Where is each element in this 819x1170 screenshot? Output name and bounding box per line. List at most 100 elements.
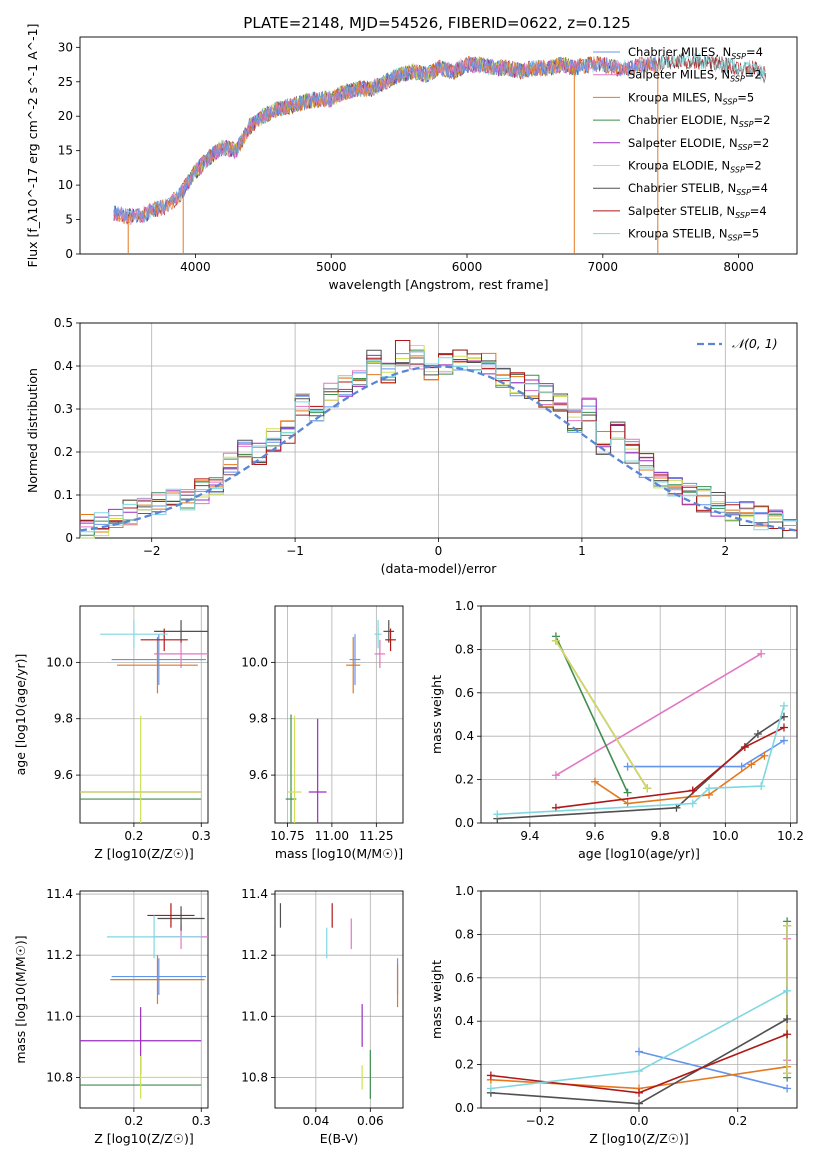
y-tick-label: 0.5	[54, 316, 73, 330]
weight-marker	[486, 1084, 495, 1093]
y-tick-label: 0.6	[455, 971, 474, 985]
axes-frame	[274, 605, 404, 824]
weight-marker	[779, 736, 788, 745]
y-tick-label: 30	[58, 40, 73, 54]
y-tick-label: 0.8	[455, 642, 474, 656]
weight-line	[555, 636, 629, 793]
age-vs-z-panel: 0.2 0.3 9.6 9.8 10.0 Z [log10(Z/Z☉)] age [log1…	[13, 605, 211, 861]
legend-label: Chabrier MILES, NSSP=4	[628, 45, 763, 61]
legend-label: Chabrier ELODIE, NSSP=2	[628, 113, 770, 129]
weight-marker	[757, 782, 766, 791]
axes-frame	[274, 890, 404, 1109]
weight-marker	[783, 921, 792, 930]
x-tick-label: 5000	[316, 260, 347, 274]
axes-frame	[79, 36, 798, 255]
weight-marker	[740, 743, 749, 752]
weight-marker	[783, 1030, 792, 1039]
x-axis-label: Z [log10(Z/Z☉)]	[94, 1131, 194, 1146]
weight-marker	[753, 730, 762, 739]
x-tick-label: 1	[578, 544, 586, 558]
legend-label: Kroupa ELODIE, NSSP=2	[628, 159, 762, 175]
y-tick-label: 9.6	[249, 768, 268, 782]
x-tick-label: 0.04	[302, 1114, 329, 1128]
y-tick-label: 0.3	[54, 402, 73, 416]
axes-frame	[480, 605, 798, 824]
x-tick-label: −1	[286, 544, 304, 558]
y-axis-label: mass weight	[429, 960, 444, 1039]
y-tick-label: 0	[65, 531, 73, 545]
y-tick-label: 5	[65, 213, 73, 227]
gaussian-legend-label: 𝒩(0, 1)	[732, 336, 778, 351]
x-tick-label: 6000	[452, 260, 483, 274]
axes-frame	[79, 322, 798, 539]
weight-marker	[486, 1071, 495, 1080]
y-tick-label: 0.0	[455, 816, 474, 830]
mass-vs-ebv-points	[279, 903, 399, 1099]
y-axis-label: Flux [f_λ10^-17 erg cm^-2 s^-1 A^-1]	[25, 24, 40, 268]
y-tick-label: 0.2	[54, 445, 73, 459]
y-tick-label: 10.8	[46, 1070, 73, 1084]
weight-marker	[591, 777, 600, 786]
spectrum-line-kroupa-elodie	[182, 56, 575, 196]
axes-frame	[79, 890, 209, 1109]
y-tick-label: 10.0	[241, 655, 268, 669]
x-tick-label: 0	[435, 544, 443, 558]
legend-label: Salpeter ELODIE, NSSP=2	[628, 136, 769, 152]
weight-marker	[551, 636, 560, 645]
y-tick-label: 0.2	[455, 773, 474, 787]
residual-histograms	[79, 340, 798, 539]
x-axis-label: wavelength [Angstrom, rest frame]	[328, 277, 548, 292]
x-tick-label: 9.4	[520, 829, 539, 843]
x-tick-label: 0.2	[728, 1114, 747, 1128]
y-tick-label: 9.8	[54, 712, 73, 726]
spectrum-line-chabrier-miles	[113, 56, 657, 224]
x-tick-label: 8000	[723, 260, 754, 274]
weight-marker	[688, 799, 697, 808]
x-tick-label: 10.2	[777, 829, 804, 843]
weight-marker	[783, 1069, 792, 1078]
x-tick-label: 9.8	[651, 829, 670, 843]
spectrum-legend: Chabrier MILES, NSSP=4 Salpeter MILES, NS…	[593, 45, 770, 243]
weight-marker	[737, 762, 746, 771]
y-tick-label: 0.4	[455, 1014, 474, 1028]
y-tick-label: 0.2	[455, 1058, 474, 1072]
weight-marker	[705, 784, 714, 793]
y-tick-label: 11.2	[46, 948, 73, 962]
weight-vs-age-series	[493, 632, 788, 823]
mass-vs-z-panel: 0.2 0.3 10.8 11.0 11.2 11.4 Z [log10(Z/Z☉)] mas…	[13, 887, 211, 1146]
x-tick-label: 0.2	[124, 1114, 143, 1128]
x-axis-label: (data-model)/error	[381, 561, 498, 576]
weight-marker	[623, 799, 632, 808]
weight-marker	[783, 1015, 792, 1024]
legend-label: Salpeter STELIB, NSSP=4	[628, 204, 767, 220]
x-tick-label: 4000	[180, 260, 211, 274]
y-tick-label: 0	[65, 247, 73, 261]
weight-marker	[551, 771, 560, 780]
y-tick-label: 0.4	[54, 359, 73, 373]
weight-marker	[779, 723, 788, 732]
weight-line	[627, 739, 785, 768]
spectrum-line-chabrier-elodie	[182, 56, 575, 194]
age-vs-mass-panel: 10.75 11.00 11.25 9.6 9.8 10.0 mass [log10(M/M…	[241, 605, 404, 861]
axes-frame	[79, 605, 209, 824]
x-tick-label: 7000	[588, 260, 619, 274]
mass-vs-z-points	[80, 903, 208, 1099]
residuals-panel: −2 −1 0 1 2 0 0.1 0.2 0.3 0.4 0.5 (data-model)/erro…	[25, 316, 798, 576]
y-tick-label: 0.6	[455, 686, 474, 700]
weight-line	[497, 705, 785, 816]
weight-marker	[688, 786, 697, 795]
y-tick-label: 11.4	[241, 887, 268, 901]
spectrum-lines	[113, 51, 767, 254]
y-tick-label: 9.8	[249, 712, 268, 726]
y-tick-label: 10	[58, 178, 73, 192]
x-axis-label: age [log10(age/yr)]	[578, 846, 700, 861]
gaussian-curve	[79, 365, 798, 532]
mass-vs-ebv-panel: 0.04 0.06 10.8 11.0 11.2 11.4 E(B-V)	[241, 887, 404, 1146]
x-axis-label: Z [log10(Z/Z☉)]	[94, 846, 194, 861]
weight-vs-z-panel: −0.2 0.0 0.2 0.0 0.2 0.4 0.6 0.8 1.0 Z [log10(Z/Z…	[429, 884, 798, 1146]
weight-marker	[643, 784, 652, 793]
weight-line	[555, 640, 648, 789]
spectrum-panel: 4000 5000 6000 7000 8000 0 5 10 15 20 25 30 waveleng…	[25, 24, 798, 292]
weight-marker	[760, 751, 769, 760]
